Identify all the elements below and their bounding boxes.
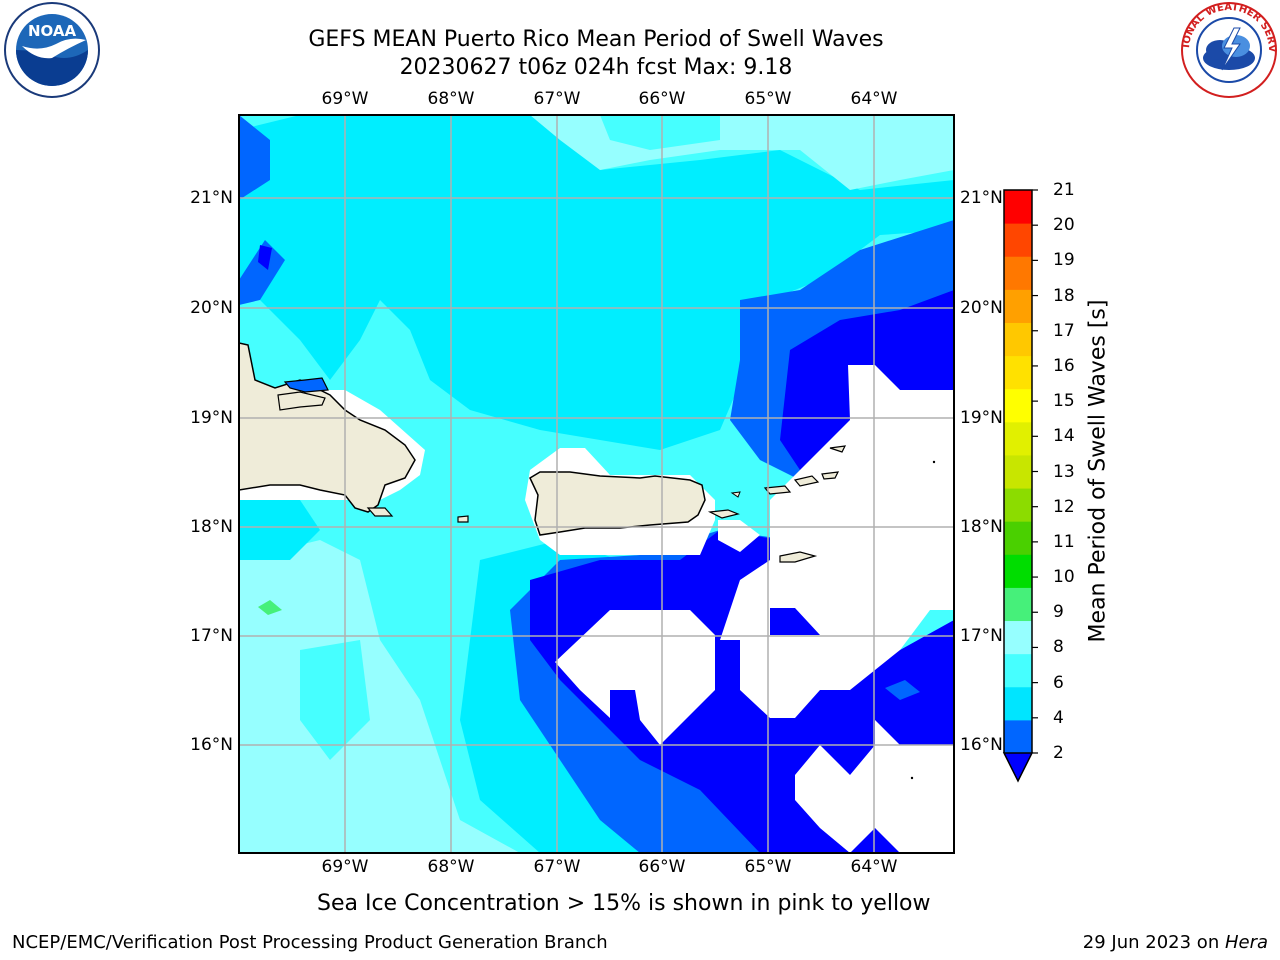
lon-label-top: 68°W [427, 89, 475, 109]
lat-label-left: 17°N [190, 626, 233, 646]
colorbar-tick-label: 15 [1053, 391, 1075, 412]
colorbar-tick-label: 2 [1053, 743, 1064, 763]
colorbar-tick-label: 14 [1053, 426, 1075, 447]
lat-label-right: 17°N [960, 626, 1003, 646]
colorbar-segment [1004, 620, 1032, 655]
colorbar-tick-label: 8 [1053, 637, 1064, 658]
colorbar-segment [1004, 587, 1032, 622]
colorbar-under-arrow [1002, 752, 1034, 783]
lon-label-bottom: 68°W [427, 857, 475, 877]
footer-machine: Hera [1224, 932, 1268, 953]
svg-text:NOAA: NOAA [28, 22, 77, 40]
colorbar-segment [1004, 421, 1032, 456]
lat-label-right: 21°N [960, 188, 1003, 208]
colorbar-segment [1004, 388, 1032, 423]
colorbar-segment [1004, 289, 1032, 323]
colorbar-segment [1004, 190, 1032, 224]
sea-ice-caption: Sea Ice Concentration > 15% is shown in … [317, 891, 931, 916]
colorbar-segment [1004, 653, 1032, 688]
lat-label-left: 19°N [190, 408, 233, 428]
nws-logo: NATIONAL WEATHER SERVICE [1178, 0, 1277, 98]
colorbar-tick-label: 4 [1053, 707, 1064, 728]
colorbar-segment [1004, 256, 1032, 290]
lat-label-left: 20°N [190, 298, 233, 318]
lon-label-top: 67°W [533, 89, 581, 109]
lat-label-left: 21°N [190, 188, 233, 208]
swell-field-8-9-southwest [239, 540, 520, 853]
lon-label-top: 65°W [744, 89, 792, 109]
colorbar-tick-label: 20 [1053, 215, 1075, 236]
footer-date-text: 29 Jun 2023 on [1082, 932, 1225, 953]
map-title: GEFS MEAN Puerto Rico Mean Period of Swe… [308, 27, 884, 52]
colorbar-tick-label: 9 [1053, 602, 1064, 623]
colorbar-segment [1004, 223, 1032, 257]
lon-label-top: 66°W [638, 89, 686, 109]
colorbar-segment [1004, 355, 1032, 390]
swell-field-9-10-spot [258, 600, 282, 615]
colorbar-tick-label: 21 [1053, 180, 1075, 200]
footer-branch: NCEP/EMC/Verification Post Processing Pr… [12, 932, 608, 953]
colorbar-tick-label: 13 [1053, 461, 1075, 482]
lat-label-right: 20°N [960, 298, 1003, 318]
colorbar-tick-label: 19 [1053, 250, 1075, 271]
map-subtitle: 20230627 t06z 024h fcst Max: 9.18 [399, 55, 793, 80]
colorbar-segment [1004, 554, 1032, 588]
lat-label-left: 16°N [190, 735, 233, 755]
colorbar-segment [1004, 521, 1032, 555]
lon-label-top: 64°W [850, 89, 898, 109]
footer-date: 29 Jun 2023 on Hera [1083, 932, 1268, 954]
lat-label-right: 18°N [960, 517, 1003, 537]
lon-label-bottom: 69°W [321, 857, 369, 877]
map-frame [238, 114, 955, 854]
colorbar-label: Mean Period of Swell Waves [s] [1085, 299, 1111, 643]
colorbar-segment [1004, 719, 1032, 754]
colorbar-segment [1004, 488, 1032, 522]
colorbar-tick-label: 11 [1053, 531, 1075, 552]
lat-label-right: 19°N [960, 408, 1003, 428]
colorbar-tick-label: 12 [1053, 496, 1075, 517]
colorbar-tick-label: 6 [1053, 672, 1064, 693]
colorbar-segment [1004, 322, 1032, 357]
colorbar-tick-label: 17 [1053, 320, 1075, 341]
noaa-logo: NOAA [4, 2, 100, 98]
lon-label-bottom: 64°W [850, 857, 898, 877]
lon-label-bottom: 65°W [744, 857, 792, 877]
lon-label-top: 69°W [321, 89, 369, 109]
lat-label-right: 16°N [960, 735, 1003, 755]
colorbar-tick-label: 18 [1053, 285, 1075, 306]
colorbar [1002, 189, 1038, 783]
colorbar-tick-label: 10 [1053, 567, 1075, 588]
colorbar-segment [1004, 454, 1032, 489]
lon-label-bottom: 66°W [638, 857, 686, 877]
lat-label-left: 18°N [190, 517, 233, 537]
map-gridlines [239, 115, 954, 853]
lon-label-bottom: 67°W [533, 857, 581, 877]
colorbar-segment [1004, 686, 1032, 721]
colorbar-tick-label: 16 [1053, 355, 1075, 376]
